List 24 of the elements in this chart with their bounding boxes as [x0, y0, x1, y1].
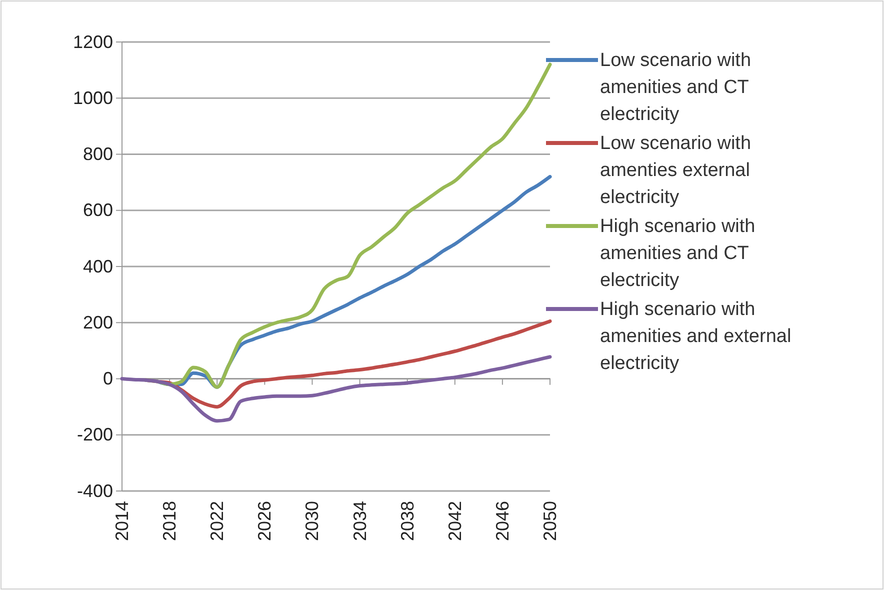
x-tick-label: 2014 [112, 501, 132, 542]
x-tick-label: 2042 [444, 501, 465, 542]
x-tick-label: 2026 [254, 501, 275, 542]
x-tick-label: 2050 [540, 501, 560, 542]
x-tick-label: 2034 [350, 501, 370, 542]
y-tick-label: -400 [76, 480, 113, 501]
x-tick-label: 2018 [160, 501, 180, 542]
legend-label: Low scenario with amenities and CT electricity [600, 50, 752, 124]
y-tick-label: 200 [82, 312, 113, 332]
y-tick-label: 1200 [72, 32, 113, 52]
x-tick-label: 2038 [397, 501, 418, 542]
y-tick-label: 1000 [72, 88, 113, 108]
y-tick-label: 0 [102, 368, 113, 389]
legend-label: High scenario with amenities and external electricity [600, 298, 792, 374]
legend-label: High scenario with amenities and CT electricity [600, 216, 756, 290]
legend-label: Low scenario with amenties external electricity [600, 132, 752, 208]
y-tick-label: 400 [82, 256, 113, 276]
y-tick-label: -200 [76, 424, 113, 445]
line-series [120, 355, 552, 423]
x-tick-label: 2022 [207, 501, 228, 542]
y-tick-label: 800 [82, 144, 113, 164]
x-tick-label: 2030 [302, 501, 322, 542]
y-tick-label: 600 [82, 200, 113, 220]
x-tick-label: 2046 [492, 501, 512, 542]
